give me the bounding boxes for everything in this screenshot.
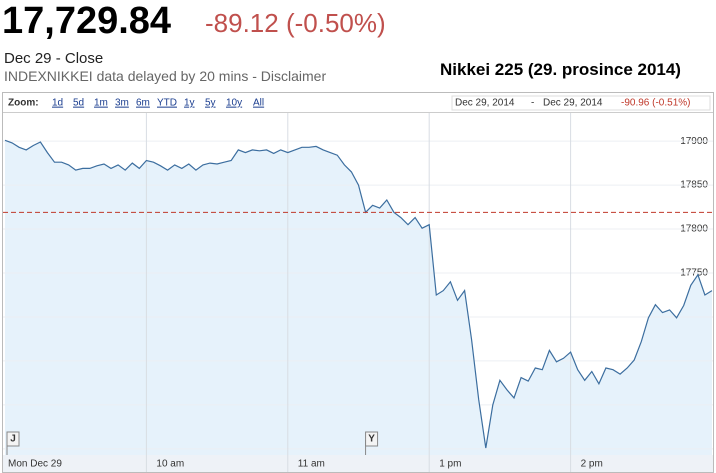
zoom-option[interactable]: 1m <box>94 98 108 109</box>
zoom-option[interactable]: YTD <box>157 98 177 109</box>
range-end: Dec 29, 2014 <box>543 98 603 109</box>
flag <box>365 431 379 447</box>
range-change: -90.96 (-0.51%) <box>621 98 690 109</box>
grid <box>3 113 713 472</box>
area-fill <box>5 140 712 456</box>
x-tick-label: 11 am <box>298 459 325 470</box>
price: 17,729.84 <box>2 0 172 42</box>
delay-note: INDEXNIKKEI data delayed by 20 mins - Di… <box>4 68 327 84</box>
range-box <box>451 95 711 111</box>
x-tick-label: 1 pm <box>439 459 461 470</box>
chart-title: Nikkei 225 (29. prosince 2014) <box>440 60 681 79</box>
zoom-label: Zoom: <box>8 98 39 109</box>
flag <box>6 431 20 447</box>
zoom-option[interactable]: All <box>253 98 264 109</box>
zoom-option[interactable]: 6m <box>136 98 150 109</box>
flag-label: J <box>10 434 16 445</box>
zoom-option[interactable]: 1y <box>184 98 195 109</box>
x-tick-label: 10 am <box>156 459 184 470</box>
zoom-option[interactable]: 5d <box>73 98 84 109</box>
range-sep: - <box>531 98 534 109</box>
zoom-option[interactable]: 5y <box>205 98 216 109</box>
zoom-option[interactable]: 3m <box>115 98 129 109</box>
price-change: -89.12 (-0.50%) <box>205 8 386 38</box>
range-start: Dec 29, 2014 <box>455 98 515 109</box>
zoom-option[interactable]: 10y <box>226 98 242 109</box>
x-tick-label: Mon Dec 29 <box>8 459 62 470</box>
flag-label: Y <box>368 434 375 445</box>
date-status: Dec 29 - Close <box>4 50 104 67</box>
x-axis-strip <box>3 455 713 472</box>
price-line <box>4 139 713 449</box>
zoom-option[interactable]: 1d <box>52 98 63 109</box>
x-tick-label: 2 pm <box>581 459 603 470</box>
